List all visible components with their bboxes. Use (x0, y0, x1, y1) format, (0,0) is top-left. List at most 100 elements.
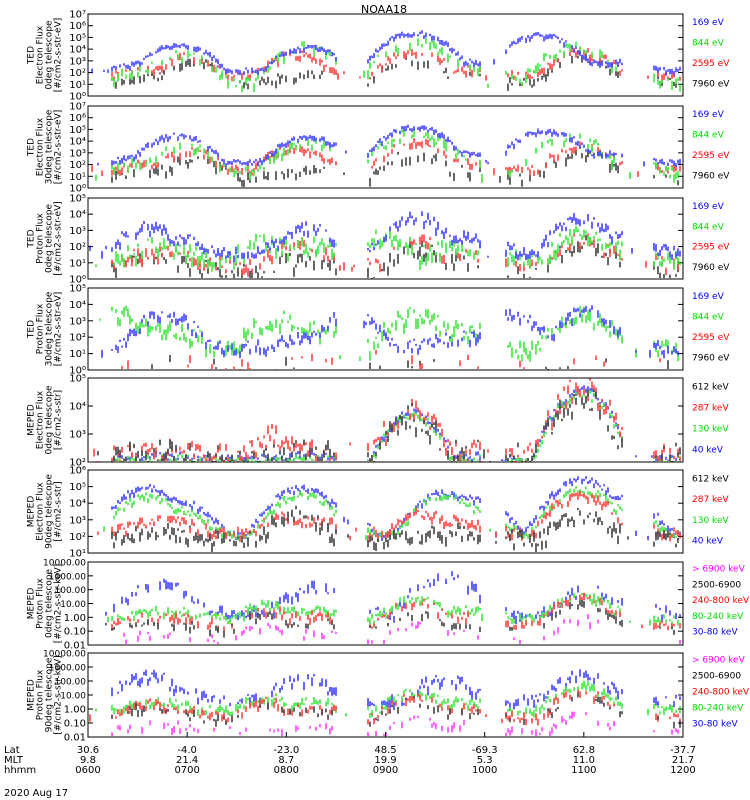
axis-lat-value: -23.0 (273, 745, 299, 756)
series-marks (97, 490, 681, 543)
legend-label: 2595 eV (692, 59, 730, 69)
series-marks (101, 305, 679, 359)
y-tick-label: 10⁴ (69, 499, 86, 510)
series-169-ev (101, 305, 679, 359)
legend-label: 7960 eV (692, 80, 730, 90)
chart-title: NOAA18 (361, 3, 407, 16)
series-marks (151, 355, 669, 370)
legend-label: 130 keV (692, 516, 729, 526)
y-axis-label-line: TED (27, 320, 37, 339)
y-axis-label-line: [#/cm2-s-str-eV] (54, 292, 64, 367)
series-7960-ev (111, 146, 679, 187)
series-marks (111, 234, 679, 279)
series--6900-kev (111, 711, 679, 736)
legend-label: 240-800 keV (692, 596, 750, 606)
series-marks (97, 124, 681, 168)
legend-label: 2500-6900 (692, 580, 741, 590)
y-axis-label-line: 0deg telescope (45, 204, 55, 274)
y-axis-label: TEDElectron Flux30deg telescope[#/cm2-s-… (27, 109, 64, 184)
legend-label: 169 eV (692, 292, 725, 302)
y-tick-label: 10⁷ (69, 102, 86, 113)
axis-lat-value: -69.3 (472, 745, 498, 756)
axis-lat-value: 30.6 (77, 745, 99, 756)
series-844-ev (95, 128, 679, 183)
legend-label: 169 eV (692, 202, 725, 212)
series-80-240-kev (107, 592, 679, 629)
y-axis-label: MEPEDElectron Flux90deg telescope[#/cm2-… (27, 474, 64, 549)
series-7960-ev (111, 234, 679, 279)
y-tick-label: 1.00 (64, 613, 86, 624)
legend-label: 844 eV (692, 131, 725, 141)
legend-label: 7960 eV (692, 263, 730, 273)
y-tick-label: 10² (69, 333, 86, 344)
legend-label: > 6900 keV (692, 565, 746, 575)
y-axis-label-line: MEPED (27, 679, 37, 711)
axis-mlt-value: 8.7 (278, 755, 294, 766)
y-axis-label: MEPEDProton Flux0deg telescope[#/cm2-s-s… (27, 564, 64, 643)
legend-label: 80-240 keV (692, 612, 744, 622)
y-tick-label: 10¹ (69, 349, 86, 360)
y-axis-label-line: [#/cm2-s-str-eV] (54, 110, 64, 185)
legend-label: 2595 eV (692, 151, 730, 161)
y-axis-label-line: Electron Flux (36, 25, 46, 84)
series-612-kev (97, 389, 681, 462)
y-axis-label-line: 0deg telescope (45, 569, 55, 639)
panel-frame (87, 287, 684, 371)
axis-mlt-value: 11.0 (573, 755, 595, 766)
series-marks (111, 37, 681, 93)
y-tick-label: 0.10 (64, 719, 86, 730)
y-tick-label: 10³ (69, 430, 86, 441)
y-tick-label: 10⁴ (69, 402, 86, 413)
y-tick-label: 10² (69, 242, 86, 253)
y-axis-label-line: Electron Flux (36, 117, 46, 176)
y-tick-label: 10000.00 (43, 559, 86, 569)
axis-hhmm-value: 0700 (174, 765, 199, 776)
y-tick-label: 10² (69, 160, 86, 171)
series-2595-ev (121, 349, 661, 370)
axis-hhmm-value: 1100 (571, 765, 596, 776)
y-axis-label-line: 0deg telescope (45, 385, 55, 455)
y-tick-label: 10⁵ (69, 125, 86, 136)
panel-6: 10⁶ 10⁵ 10⁴ 10³ 10² 10¹ MEPEDElectron Flux90de… (27, 466, 730, 560)
panel-8: 10000.001000.00100.0010.001.000.100.01ME… (27, 650, 750, 744)
y-tick-label: 10000.00 (43, 650, 86, 660)
y-tick-label: 100.00 (55, 586, 87, 596)
y-tick-label: 10³ (69, 148, 86, 159)
y-tick-label: 10⁶ (69, 466, 86, 477)
y-axis-label-line: Proton Flux (36, 213, 46, 264)
y-axis-label-line: 30deg telescope (45, 109, 55, 184)
y-axis-label-line: [#/cm2-s-str-keV] (54, 655, 64, 734)
y-tick-label: 10¹ (69, 80, 86, 91)
axis-lat-value: 48.5 (374, 745, 396, 756)
series-844-ev (111, 37, 681, 93)
y-tick-label: 10⁴ (69, 210, 86, 221)
y-tick-label: 10⁴ (69, 137, 86, 148)
series-marks (95, 680, 681, 718)
y-tick-label: 10³ (69, 316, 86, 327)
y-tick-label: 10¹ (69, 172, 86, 183)
y-axis-label-line: 30deg telescope (45, 291, 55, 366)
axis-hhmm-value: 1000 (472, 765, 497, 776)
legend-label: 169 eV (692, 110, 725, 120)
y-tick-label: 10⁵ (69, 482, 86, 493)
legend-label: 2595 eV (692, 243, 730, 253)
legend-label: 7960 eV (692, 354, 730, 364)
axis-lat-value: 62.8 (573, 745, 595, 756)
series-169-ev (89, 211, 681, 263)
series-marks (111, 505, 679, 552)
y-axis-label-line: [#/cm2-s-str] (54, 481, 64, 541)
series-2595-ev (111, 233, 679, 277)
legend-label: 612 keV (692, 382, 729, 392)
y-tick-label: 10⁵ (69, 284, 86, 295)
y-axis-label: MEPEDProton Flux90deg telescope[#/cm2-s-… (27, 655, 64, 734)
y-axis-label-line: [#/cm2-s-str-eV] (54, 18, 64, 93)
axis-mlt-value: 19.9 (374, 755, 396, 766)
axis-lat-value: -4.0 (177, 745, 197, 756)
y-tick-label: 10⁶ (69, 21, 86, 32)
y-tick-label: 10³ (69, 515, 86, 526)
series-marks (123, 614, 681, 644)
legend-label: 287 keV (692, 403, 729, 413)
y-axis-label-line: [#/cm2-s-str-keV] (54, 564, 64, 643)
